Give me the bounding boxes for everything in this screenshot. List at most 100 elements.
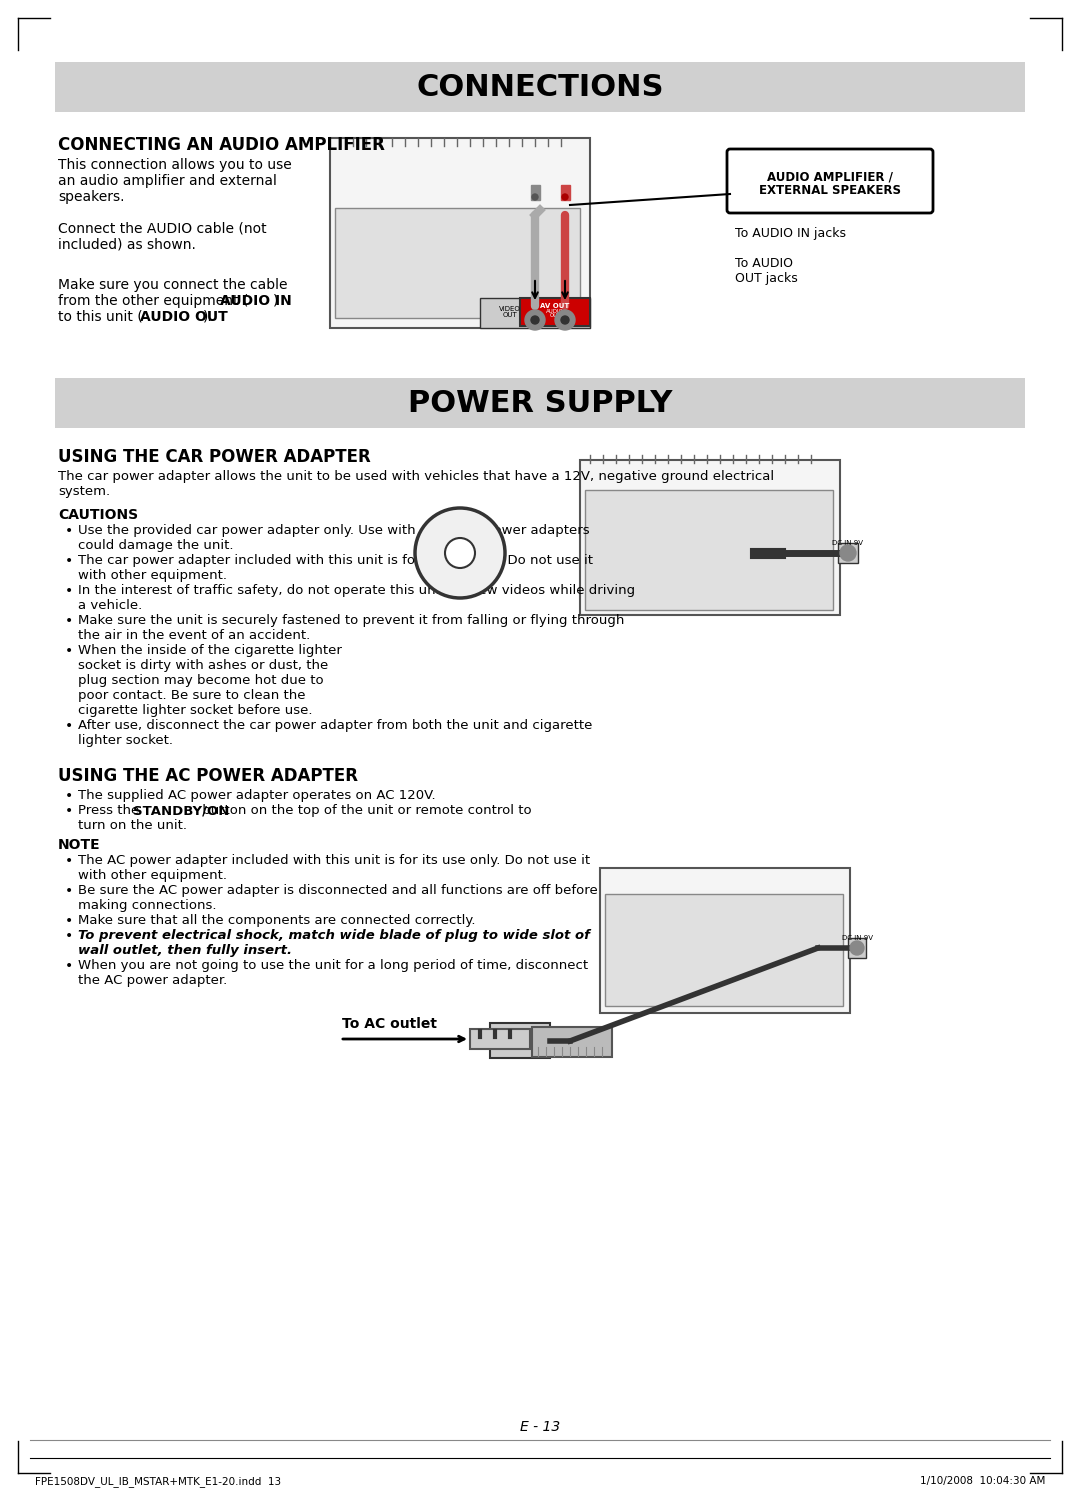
Bar — [848, 938, 866, 959]
Circle shape — [531, 316, 539, 324]
Text: Make sure that all the components are connected correctly.: Make sure that all the components are co… — [78, 914, 475, 927]
Text: wall outlet, then fully insert.: wall outlet, then fully insert. — [78, 944, 292, 957]
Text: with other equipment.: with other equipment. — [78, 869, 227, 883]
Text: Be sure the AC power adapter is disconnected and all functions are off before: Be sure the AC power adapter is disconne… — [78, 884, 597, 898]
Text: ).: ). — [203, 310, 213, 324]
Text: to this unit (: to this unit ( — [58, 310, 143, 324]
Bar — [335, 209, 580, 318]
Text: STANDBY/ON: STANDBY/ON — [133, 804, 229, 817]
Text: When the inside of the cigarette lighter: When the inside of the cigarette lighter — [78, 644, 342, 658]
Text: E - 13: E - 13 — [519, 1419, 561, 1434]
Text: ): ) — [273, 294, 279, 309]
Text: CONNECTING AN AUDIO AMPLIFIER: CONNECTING AN AUDIO AMPLIFIER — [58, 136, 384, 154]
Text: lighter socket.: lighter socket. — [78, 734, 173, 747]
Text: OUT: OUT — [550, 313, 561, 318]
Circle shape — [525, 310, 545, 330]
Circle shape — [532, 194, 538, 200]
Text: •: • — [65, 959, 73, 974]
Text: cigarette lighter socket before use.: cigarette lighter socket before use. — [78, 704, 312, 717]
Bar — [480, 298, 590, 328]
Text: The car power adapter allows the unit to be used with vehicles that have a 12V, : The car power adapter allows the unit to… — [58, 470, 774, 483]
Text: CAUTIONS: CAUTIONS — [58, 508, 138, 522]
Text: socket is dirty with ashes or dust, the: socket is dirty with ashes or dust, the — [78, 659, 328, 672]
Text: AUDIO IN: AUDIO IN — [220, 294, 292, 309]
Text: from the other equipment (: from the other equipment ( — [58, 294, 248, 309]
Text: •: • — [65, 789, 73, 804]
Text: the air in the event of an accident.: the air in the event of an accident. — [78, 629, 310, 643]
Text: NOTE: NOTE — [58, 838, 100, 851]
Text: could damage the unit.: could damage the unit. — [78, 540, 233, 552]
Text: AUDIO AMPLIFIER /: AUDIO AMPLIFIER / — [767, 170, 893, 183]
Text: a vehicle.: a vehicle. — [78, 599, 143, 611]
Text: OUT jacks: OUT jacks — [735, 271, 798, 285]
Circle shape — [840, 546, 856, 561]
Text: •: • — [65, 523, 73, 538]
Text: included) as shown.: included) as shown. — [58, 239, 195, 252]
Text: POWER SUPPLY: POWER SUPPLY — [408, 389, 672, 417]
Circle shape — [562, 194, 568, 200]
Circle shape — [850, 941, 864, 956]
Text: poor contact. Be sure to clean the: poor contact. Be sure to clean the — [78, 689, 306, 702]
Text: CONNECTIONS: CONNECTIONS — [416, 73, 664, 101]
Bar — [532, 1027, 612, 1057]
Text: plug section may become hot due to: plug section may become hot due to — [78, 674, 324, 687]
Text: FPE1508DV_UL_IB_MSTAR+MTK_E1-20.indd  13: FPE1508DV_UL_IB_MSTAR+MTK_E1-20.indd 13 — [35, 1476, 281, 1487]
Text: USING THE CAR POWER ADAPTER: USING THE CAR POWER ADAPTER — [58, 447, 370, 467]
Circle shape — [415, 508, 505, 598]
Text: button on the top of the unit or remote control to: button on the top of the unit or remote … — [198, 804, 531, 817]
Circle shape — [555, 310, 575, 330]
Bar — [490, 1023, 550, 1059]
Text: To AUDIO: To AUDIO — [735, 256, 793, 270]
Text: In the interest of traffic safety, do not operate this unit or view videos while: In the interest of traffic safety, do no… — [78, 584, 635, 596]
Text: •: • — [65, 719, 73, 734]
Circle shape — [561, 316, 569, 324]
Text: Use the provided car power adapter only. Use with other car power adapters: Use the provided car power adapter only.… — [78, 523, 590, 537]
Text: with other equipment.: with other equipment. — [78, 570, 227, 581]
Text: AUDIO: AUDIO — [546, 309, 564, 315]
Text: the AC power adapter.: the AC power adapter. — [78, 974, 227, 987]
Bar — [531, 185, 540, 200]
Bar — [605, 895, 843, 1006]
Text: To AC outlet: To AC outlet — [342, 1017, 437, 1030]
Bar — [600, 868, 850, 1012]
Text: To prevent electrical shock, match wide blade of plug to wide slot of: To prevent electrical shock, match wide … — [78, 929, 590, 942]
Circle shape — [445, 538, 475, 568]
Text: •: • — [65, 929, 73, 942]
FancyBboxPatch shape — [727, 149, 933, 213]
Bar — [519, 298, 590, 327]
Text: •: • — [65, 884, 73, 898]
Text: The AC power adapter included with this unit is for its use only. Do not use it: The AC power adapter included with this … — [78, 854, 590, 866]
Text: •: • — [65, 854, 73, 868]
Text: To AUDIO IN jacks: To AUDIO IN jacks — [735, 227, 846, 240]
Text: •: • — [65, 804, 73, 819]
Bar — [838, 543, 858, 564]
Bar — [585, 491, 833, 610]
Text: Make sure you connect the cable: Make sure you connect the cable — [58, 277, 287, 292]
Text: OUT: OUT — [502, 312, 517, 318]
Text: After use, disconnect the car power adapter from both the unit and cigarette: After use, disconnect the car power adap… — [78, 719, 592, 732]
Text: Make sure the unit is securely fastened to prevent it from falling or flying thr: Make sure the unit is securely fastened … — [78, 614, 624, 628]
Text: USING THE AC POWER ADAPTER: USING THE AC POWER ADAPTER — [58, 766, 357, 784]
Text: AV OUT: AV OUT — [540, 303, 569, 309]
Bar — [561, 185, 570, 200]
Text: system.: system. — [58, 485, 110, 498]
Text: Press the: Press the — [78, 804, 144, 817]
Text: The supplied AC power adapter operates on AC 120V.: The supplied AC power adapter operates o… — [78, 789, 435, 802]
Text: •: • — [65, 555, 73, 568]
Bar — [55, 63, 1025, 112]
Text: DC IN 9V: DC IN 9V — [833, 540, 864, 546]
Text: turn on the unit.: turn on the unit. — [78, 819, 187, 832]
Text: •: • — [65, 914, 73, 927]
Text: speakers.: speakers. — [58, 189, 124, 204]
Text: When you are not going to use the unit for a long period of time, disconnect: When you are not going to use the unit f… — [78, 959, 589, 972]
Text: •: • — [65, 584, 73, 598]
Text: VIDEO: VIDEO — [499, 306, 521, 312]
Text: Connect the AUDIO cable (not: Connect the AUDIO cable (not — [58, 222, 267, 236]
Text: •: • — [65, 614, 73, 628]
Bar — [55, 379, 1025, 428]
Text: DC IN 9V: DC IN 9V — [841, 935, 873, 941]
Text: 1/10/2008  10:04:30 AM: 1/10/2008 10:04:30 AM — [920, 1476, 1045, 1487]
Text: EXTERNAL SPEAKERS: EXTERNAL SPEAKERS — [759, 183, 901, 197]
Text: AUDIO OUT: AUDIO OUT — [140, 310, 228, 324]
Bar — [330, 139, 590, 328]
